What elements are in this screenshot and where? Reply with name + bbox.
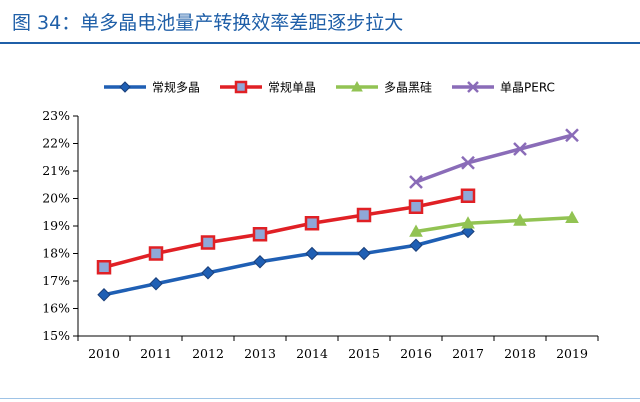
marker-stroke [461, 155, 475, 170]
x-tick-label: 2015 [348, 346, 380, 361]
data-point [200, 235, 216, 250]
x-tick-label: 2010 [88, 346, 120, 361]
data-point [565, 128, 579, 143]
legend-marker [119, 81, 131, 93]
series-line [103, 194, 469, 269]
legend-item: 单晶PERC [452, 81, 555, 95]
legend-label: 单晶PERC [500, 81, 555, 95]
y-tick-label: 22% [42, 136, 70, 151]
chart-axes: 15% 16% 17% 18% 19% 20% 21% 22% 23% 2010 2011 2012 2… [42, 108, 599, 361]
data-point [357, 246, 371, 261]
x-tick-label: 2018 [504, 346, 536, 361]
figure-title: 图 34：单多晶电池量产转换效率差距逐步拉大 [12, 12, 404, 34]
data-point [461, 216, 475, 229]
marker-stroke [513, 142, 527, 156]
data-point [565, 210, 579, 224]
y-tick-label: 18% [42, 246, 70, 261]
data-point [513, 142, 527, 156]
x-tick-label: 2013 [244, 346, 276, 361]
y-tick-label: 20% [42, 191, 70, 206]
x-tick-label: 2017 [452, 346, 484, 361]
legend-marker [351, 80, 363, 92]
chart-legend: 常规多晶 常规单晶 多晶黑硅 单晶PERC [104, 80, 555, 95]
x-tick-label: 2016 [400, 346, 432, 361]
data-point [409, 238, 423, 252]
data-point [305, 246, 319, 261]
x-tick-label: 2019 [556, 346, 588, 361]
series-line [415, 133, 573, 184]
series-1 [97, 224, 475, 302]
data-point [461, 155, 475, 170]
y-tick-label: 19% [42, 218, 70, 233]
data-point [148, 246, 164, 261]
data-point [201, 266, 215, 280]
y-tick-label: 15% [42, 328, 70, 343]
legend-marker [467, 81, 479, 93]
x-tick-label: 2011 [140, 346, 172, 361]
data-point [409, 175, 423, 189]
marker-stroke [565, 128, 579, 143]
data-point [252, 227, 268, 242]
bottom-divider [0, 398, 640, 399]
x-tick-label: 2014 [296, 346, 328, 361]
y-tick-label: 21% [42, 163, 70, 178]
chart-series [96, 128, 579, 302]
legend-marker [234, 80, 248, 94]
legend-label: 多晶黑硅 [384, 81, 432, 95]
y-tick-label: 23% [42, 108, 70, 123]
data-point [513, 213, 527, 226]
data-point [304, 216, 320, 231]
legend-item: 常规多晶 [104, 80, 200, 95]
data-point [460, 188, 476, 203]
legend-label: 常规多晶 [152, 80, 200, 95]
series-line [415, 216, 573, 234]
series-4 [409, 128, 579, 189]
data-point [97, 288, 111, 302]
x-tick-label: 2012 [192, 346, 224, 361]
data-point [409, 224, 423, 237]
series-2 [96, 188, 476, 275]
series-line [103, 229, 469, 297]
legend-label: 常规单晶 [268, 80, 316, 95]
legend-item: 常规单晶 [220, 80, 316, 95]
data-point [253, 255, 267, 269]
data-point [356, 207, 372, 223]
marker-stroke [409, 175, 423, 189]
data-point [408, 199, 424, 214]
data-point [149, 277, 163, 291]
data-point [96, 260, 112, 275]
y-tick-label: 17% [42, 273, 70, 288]
legend-item: 多晶黑硅 [336, 81, 432, 95]
title-divider [0, 42, 640, 44]
marker-stroke [467, 81, 479, 93]
series-3 [409, 210, 579, 237]
y-tick-label: 16% [42, 301, 70, 316]
